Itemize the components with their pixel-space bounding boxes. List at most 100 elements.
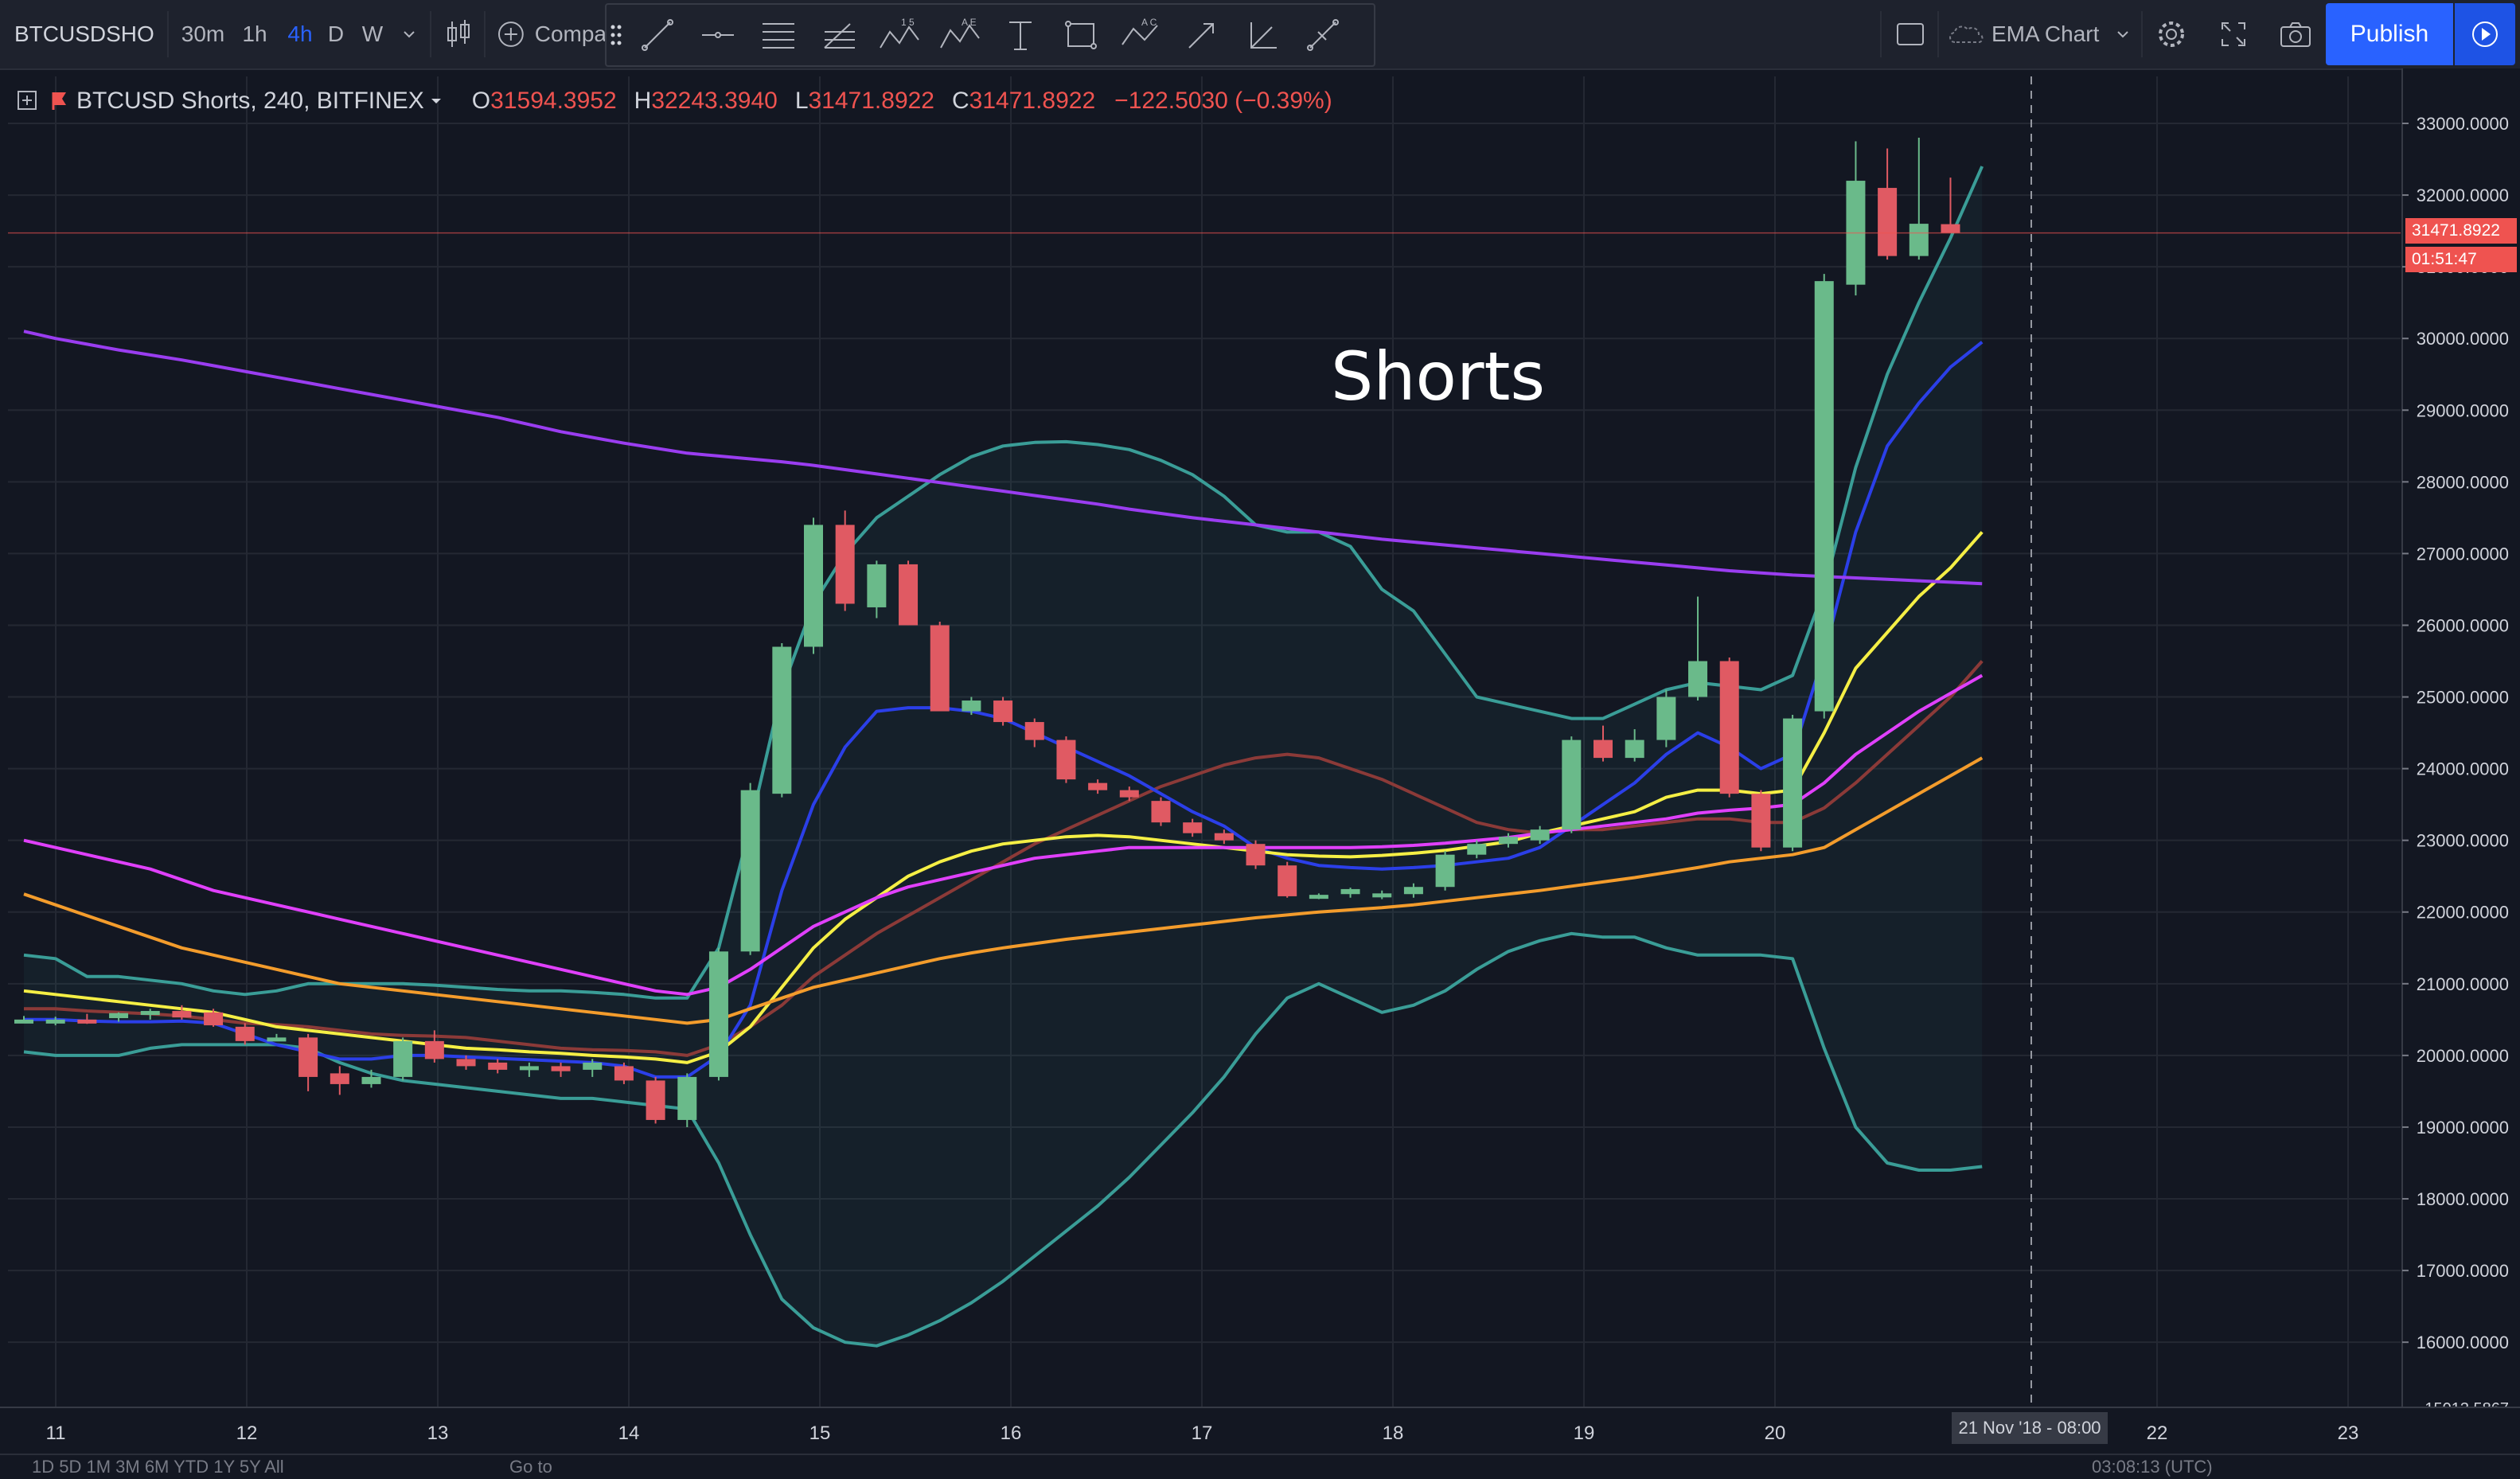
symbol-search-button[interactable]: BTCUSDSHO [14, 0, 158, 68]
candle-body [424, 1040, 444, 1059]
candle [1214, 829, 1234, 845]
rectangle-icon[interactable] [1055, 10, 1106, 60]
interval-30m[interactable]: 30m [177, 0, 229, 68]
candle-body [1340, 888, 1360, 895]
price-tick-label: 29000.0000 [2417, 400, 2509, 420]
time-axis: 11 12 13 14 15 16 17 18 19 20 22 23 [0, 1407, 2520, 1454]
price-tick-label: 20000.0000 [2417, 1046, 2509, 1066]
candle [109, 1012, 129, 1022]
time-tick-label: 13 [427, 1422, 449, 1444]
candle-body [1594, 740, 1613, 759]
interval-1h[interactable]: 1h [231, 0, 279, 68]
candle-body [1183, 822, 1203, 833]
close-value: 31471.8922 [969, 88, 1096, 114]
elliott-wave-icon[interactable]: A E [934, 10, 985, 60]
candlestick-series [14, 138, 1960, 1127]
candle [298, 1033, 318, 1091]
interval-w[interactable]: W [355, 0, 390, 68]
low-value: 31471.8922 [808, 88, 935, 114]
candle [1024, 718, 1044, 747]
candle-body [77, 1019, 97, 1024]
layout-select[interactable]: EMA Chart [1947, 0, 2138, 68]
expand-icon[interactable] [16, 89, 40, 113]
separator [430, 11, 431, 57]
price-tick-label: 24000.0000 [2417, 759, 2509, 779]
chevron-down-icon[interactable] [429, 94, 443, 108]
candles-icon[interactable] [438, 0, 479, 68]
text-tool-icon[interactable] [995, 10, 1046, 60]
candle-body [1024, 722, 1044, 740]
angle-tool-icon[interactable] [1237, 10, 1288, 60]
horizontal-line-icon[interactable] [692, 10, 743, 60]
candle [488, 1059, 508, 1074]
candle-body [867, 564, 887, 607]
candle [583, 1059, 603, 1077]
time-tick-label: 22 [2147, 1422, 2168, 1444]
utc-clock[interactable]: 03:08:13 (UTC) [2092, 1457, 2213, 1477]
candle [1878, 148, 1898, 260]
candle [1688, 596, 1708, 701]
candle-body [1498, 837, 1518, 845]
candle-body [519, 1066, 539, 1071]
separator [1937, 11, 1939, 57]
plus-circle-icon [497, 21, 524, 47]
candle-body [393, 1040, 413, 1077]
fullscreen-icon[interactable] [2213, 0, 2254, 68]
open-value: 31594.3952 [490, 88, 617, 114]
trend-line-icon[interactable] [632, 10, 683, 60]
shorts-annotation[interactable]: Shorts [1331, 338, 1546, 416]
publish-button[interactable]: Publish [2326, 3, 2453, 65]
candle [1403, 883, 1423, 898]
candle-body [551, 1066, 571, 1071]
compare-button[interactable]: Compa [495, 0, 607, 68]
price-tick-label: 27000.0000 [2417, 544, 2509, 564]
drag-handle-icon[interactable] [607, 10, 626, 60]
candle [646, 1076, 665, 1124]
arrow-icon[interactable] [1176, 10, 1227, 60]
time-tick-label: 16 [1001, 1422, 1022, 1444]
candle-body [614, 1066, 634, 1081]
candle-body [204, 1012, 224, 1026]
chevron-down-icon [2117, 31, 2129, 38]
xabcd-pattern-icon[interactable]: 1 5 [874, 10, 925, 60]
price-tick-label: 28000.0000 [2417, 472, 2509, 492]
crosshair-time-label: 21 Nov '18 - 08:00 [1952, 1412, 2108, 1444]
price-tick-label: 32000.0000 [2417, 185, 2509, 205]
parallel-channel-icon[interactable] [753, 10, 804, 60]
fib-retracement-icon[interactable] [813, 10, 864, 60]
candle-body [109, 1013, 129, 1019]
candle [140, 1009, 160, 1020]
candle-body [1151, 801, 1171, 823]
indicator-line-bollinger-basis [24, 660, 1984, 1057]
interval-4h[interactable]: 4h [280, 0, 320, 68]
candle-body [835, 525, 855, 604]
abcd-pattern-icon[interactable]: A C [1116, 10, 1167, 60]
candle [361, 1069, 381, 1088]
gear-icon[interactable] [2151, 0, 2192, 68]
candle [1814, 274, 1834, 719]
price-chart[interactable]: 33000.000032000.000031000.000030000.0000… [0, 68, 2520, 1454]
rectangle-select-icon[interactable] [1890, 0, 1931, 68]
candle [993, 697, 1013, 726]
series-title[interactable]: BTCUSD Shorts, 240, BITFINEX [76, 88, 424, 114]
cloud-icon [1949, 25, 1984, 43]
time-tick-label: 19 [1574, 1422, 1595, 1444]
chevron-down-icon[interactable] [393, 0, 425, 68]
play-icon[interactable] [2455, 3, 2515, 65]
candle [1183, 818, 1203, 837]
candle [772, 642, 792, 798]
price-tick-label: 21000.0000 [2417, 974, 2509, 994]
range-buttons[interactable]: 1D 5D 1M 3M 6M YTD 1Y 5Y All [32, 1457, 284, 1477]
candle-body [1688, 661, 1708, 697]
candle [1372, 890, 1392, 899]
candle-body [993, 700, 1013, 723]
camera-icon[interactable] [2275, 0, 2316, 68]
candle [1278, 861, 1297, 898]
tool-glyph: 1 5 [901, 17, 915, 28]
interval-d[interactable]: D [322, 0, 350, 68]
candle-body [1214, 833, 1234, 841]
goto-button[interactable]: Go to [509, 1457, 552, 1477]
flag-icon[interactable] [51, 91, 68, 111]
ruler-icon[interactable] [1297, 10, 1348, 60]
time-tick-label: 23 [2338, 1422, 2359, 1444]
